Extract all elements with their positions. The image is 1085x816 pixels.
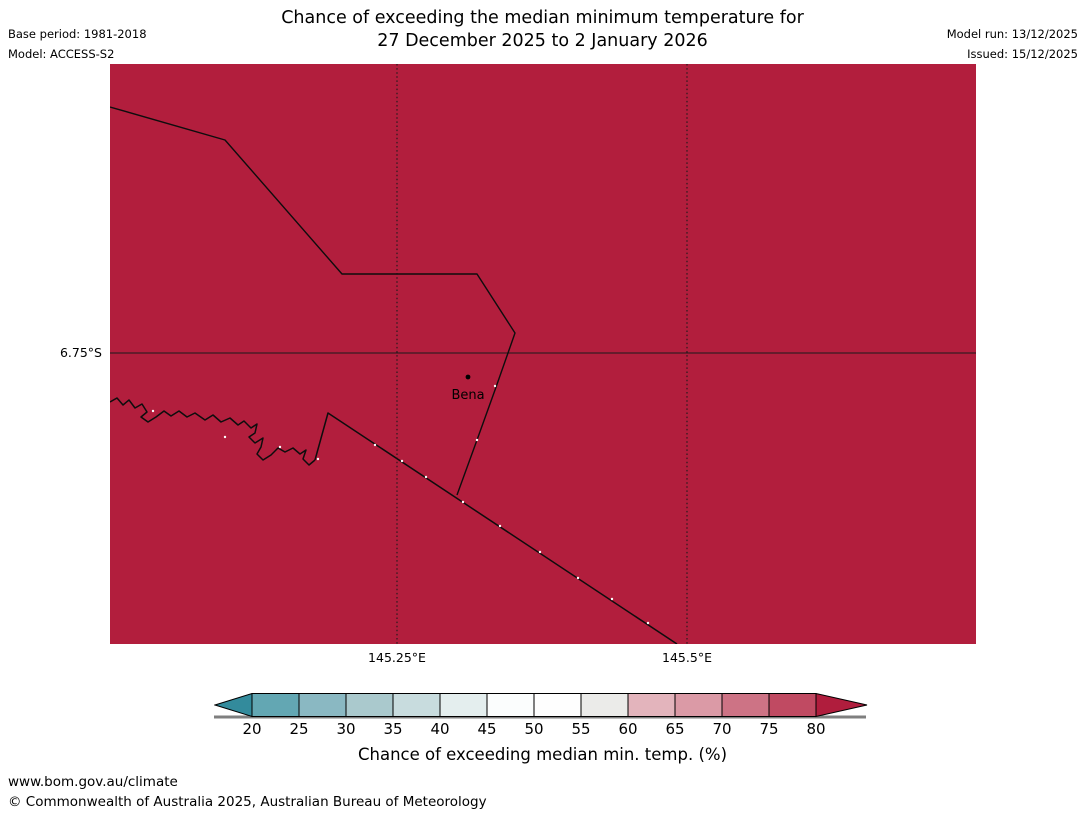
colorbar-segment bbox=[251, 693, 300, 717]
page-title-line1: Chance of exceeding the median minimum t… bbox=[281, 8, 804, 28]
latitude-axis-label: 6.75°S bbox=[59, 345, 102, 360]
colorbar-graphic bbox=[213, 692, 868, 719]
colorbar-segment bbox=[627, 693, 676, 717]
diagonal-boundary bbox=[314, 412, 678, 644]
colorbar-tick-label: 40 bbox=[430, 720, 450, 738]
issued-text: Issued: 15/12/2025 bbox=[967, 47, 1078, 61]
colorbar-right-arrow bbox=[815, 692, 868, 718]
model-run-text: Model run: 13/12/2025 bbox=[946, 27, 1078, 41]
colorbar-tick-label: 25 bbox=[289, 720, 309, 738]
colorbar-segment bbox=[392, 693, 441, 717]
page-title-line2: 27 December 2025 to 2 January 2026 bbox=[377, 31, 708, 51]
page-title: Chance of exceeding the median minimum t… bbox=[0, 7, 1085, 53]
map-overlay bbox=[110, 64, 976, 644]
white-line-dots bbox=[151, 384, 650, 625]
colorbar-segment bbox=[533, 693, 582, 717]
colorbar-caption: Chance of exceeding median min. temp. (%… bbox=[357, 745, 728, 764]
base-period-text: Base period: 1981-2018 bbox=[8, 27, 147, 41]
colorbar-segment bbox=[721, 693, 770, 717]
colorbar-tick-label: 35 bbox=[383, 720, 403, 738]
colorbar-segment bbox=[345, 693, 394, 717]
model-text: Model: ACCESS-S2 bbox=[8, 47, 115, 61]
colorbar-segment bbox=[298, 693, 347, 717]
colorbar-segment bbox=[439, 693, 488, 717]
colorbar-segment bbox=[486, 693, 535, 717]
colorbar-segment bbox=[580, 693, 629, 717]
longitude-axis-label-2: 145.5°E bbox=[662, 650, 712, 665]
forecast-map: Bena bbox=[110, 64, 976, 644]
colorbar-segment bbox=[674, 693, 723, 717]
run-info: Model run: 13/12/2025 Issued: 15/12/2025 bbox=[947, 24, 1078, 64]
colorbar-tick-label: 30 bbox=[336, 720, 356, 738]
colorbar-tick-label: 80 bbox=[806, 720, 826, 738]
colorbar-tick-label: 60 bbox=[618, 720, 638, 738]
colorbar bbox=[213, 692, 868, 720]
footer-url: www.bom.gov.au/climate bbox=[8, 774, 178, 790]
colorbar-tick-label: 20 bbox=[242, 720, 262, 738]
model-info: Base period: 1981-2018 Model: ACCESS-S2 bbox=[8, 24, 147, 64]
longitude-axis-label-1: 145.25°E bbox=[368, 650, 426, 665]
colorbar-tick-label: 50 bbox=[524, 720, 544, 738]
colorbar-tick-label: 65 bbox=[665, 720, 685, 738]
town-label: Bena bbox=[451, 388, 485, 403]
colorbar-tick-label: 45 bbox=[477, 720, 497, 738]
colorbar-segment bbox=[768, 693, 817, 717]
footer-copyright: © Commonwealth of Australia 2025, Austra… bbox=[8, 794, 487, 810]
colorbar-left-arrow bbox=[213, 692, 253, 718]
river-line bbox=[110, 397, 316, 466]
town-marker-dot bbox=[465, 374, 471, 380]
colorbar-tick-label: 55 bbox=[571, 720, 591, 738]
district-boundary bbox=[110, 106, 516, 496]
colorbar-tick-label: 70 bbox=[712, 720, 732, 738]
colorbar-tick-label: 75 bbox=[759, 720, 779, 738]
